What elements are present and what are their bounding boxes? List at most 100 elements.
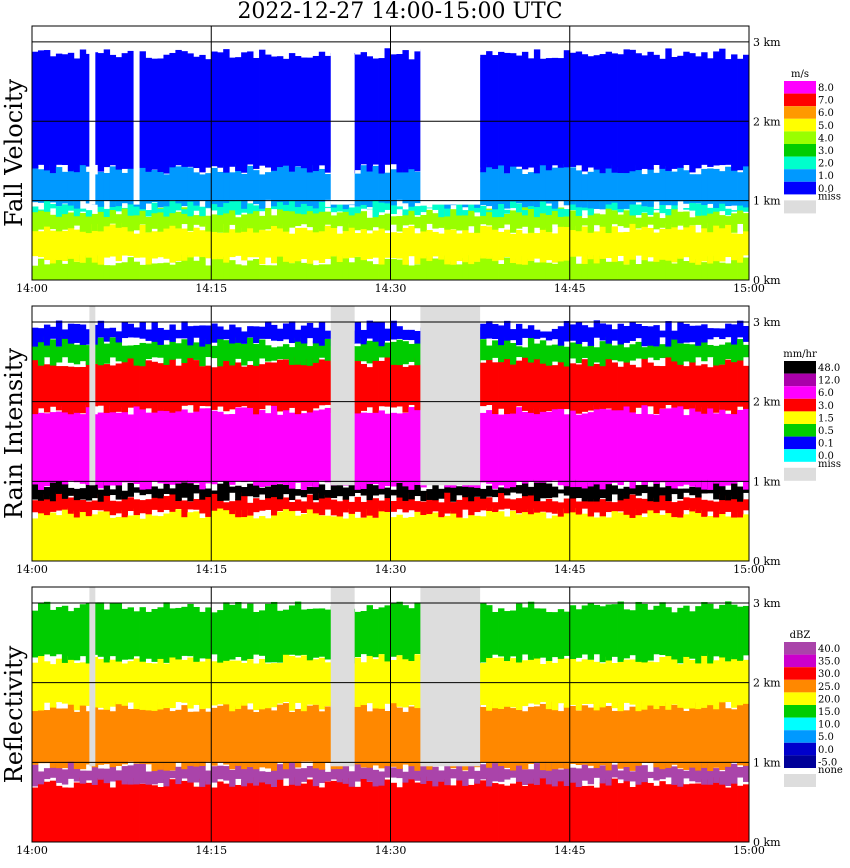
data-cell (665, 784, 672, 842)
data-cell (599, 365, 607, 409)
data-cell (492, 55, 499, 169)
data-cell (426, 489, 433, 500)
data-cell (533, 408, 541, 483)
data-cell (611, 485, 618, 495)
data-cell (169, 493, 176, 512)
data-cell (300, 325, 308, 344)
data-cell (288, 501, 296, 512)
data-cell (79, 770, 87, 784)
data-cell (205, 781, 212, 842)
data-cell (557, 225, 565, 262)
data-cell (545, 58, 553, 171)
data-cell (235, 163, 242, 202)
data-cell (229, 705, 236, 770)
data-cell (521, 347, 529, 358)
data-cell (599, 323, 607, 341)
data-cell (121, 262, 129, 280)
data-cell (360, 412, 368, 489)
data-cell (157, 607, 164, 659)
data-cell (593, 363, 601, 410)
data-cell (85, 230, 93, 258)
data-cell (187, 255, 194, 280)
data-cell (617, 512, 624, 561)
data-cell (462, 495, 469, 510)
data-cell (205, 59, 212, 168)
data-cell (276, 201, 284, 210)
data-cell (235, 407, 242, 482)
data-cell (533, 655, 541, 705)
data-cell (324, 206, 332, 209)
data-cell (85, 255, 93, 280)
data-cell (468, 203, 475, 211)
data-cell (360, 486, 368, 496)
data-cell (79, 164, 87, 201)
data-cell (73, 711, 81, 770)
data-cell (575, 414, 583, 488)
data-cell (384, 711, 391, 767)
data-cell (133, 778, 140, 842)
data-cell (743, 406, 750, 490)
data-cell (306, 205, 314, 212)
data-cell (265, 494, 272, 510)
data-cell (707, 603, 714, 664)
data-cell (324, 211, 332, 225)
x-tick-label: 14:15 (195, 563, 227, 576)
data-cell (384, 172, 391, 204)
data-cell (121, 663, 129, 706)
data-cell (414, 602, 421, 654)
data-cell (725, 223, 732, 258)
data-cell (665, 356, 672, 405)
data-cell (330, 780, 338, 842)
missing-region (420, 587, 481, 767)
data-cell (563, 320, 571, 342)
data-cell (713, 358, 720, 413)
data-cell (498, 784, 505, 842)
data-cell (504, 336, 511, 360)
data-cell (665, 408, 672, 487)
data-cell (527, 336, 535, 363)
data-cell (127, 708, 134, 762)
data-cell (695, 495, 702, 514)
data-cell (384, 328, 391, 341)
data-cell (306, 57, 314, 173)
data-cell (241, 608, 248, 661)
data-cell (67, 611, 75, 660)
data-cell (402, 213, 409, 226)
data-cell (695, 769, 702, 783)
data-cell (414, 357, 421, 411)
data-cell (683, 366, 690, 410)
data-cell (133, 702, 140, 764)
data-cell (211, 491, 218, 511)
data-cell (324, 359, 332, 405)
data-cell (282, 609, 290, 655)
data-cell (677, 167, 684, 202)
data-cell (312, 704, 320, 769)
data-cell (671, 704, 678, 765)
data-cell (79, 340, 87, 362)
data-cell (229, 486, 236, 493)
data-cell (384, 213, 391, 231)
data-cell (187, 777, 194, 842)
data-cell (587, 358, 595, 411)
data-cell (641, 660, 648, 710)
data-cell (504, 769, 511, 780)
data-cell (533, 167, 541, 208)
data-cell (366, 320, 373, 339)
data-cell (599, 499, 607, 517)
data-cell (671, 337, 678, 362)
data-cell (504, 229, 511, 257)
data-cell (725, 59, 732, 165)
data-cell (366, 493, 373, 516)
data-cell (713, 255, 720, 280)
data-cell (271, 56, 278, 171)
data-cell (587, 659, 595, 704)
data-cell (372, 230, 379, 258)
data-cell (127, 781, 134, 842)
data-cell (253, 663, 260, 711)
data-cell (701, 779, 708, 842)
data-cell (187, 501, 194, 510)
missing-region (133, 26, 140, 205)
data-cell (265, 783, 272, 842)
data-cell (37, 328, 45, 343)
data-cell (671, 502, 678, 518)
